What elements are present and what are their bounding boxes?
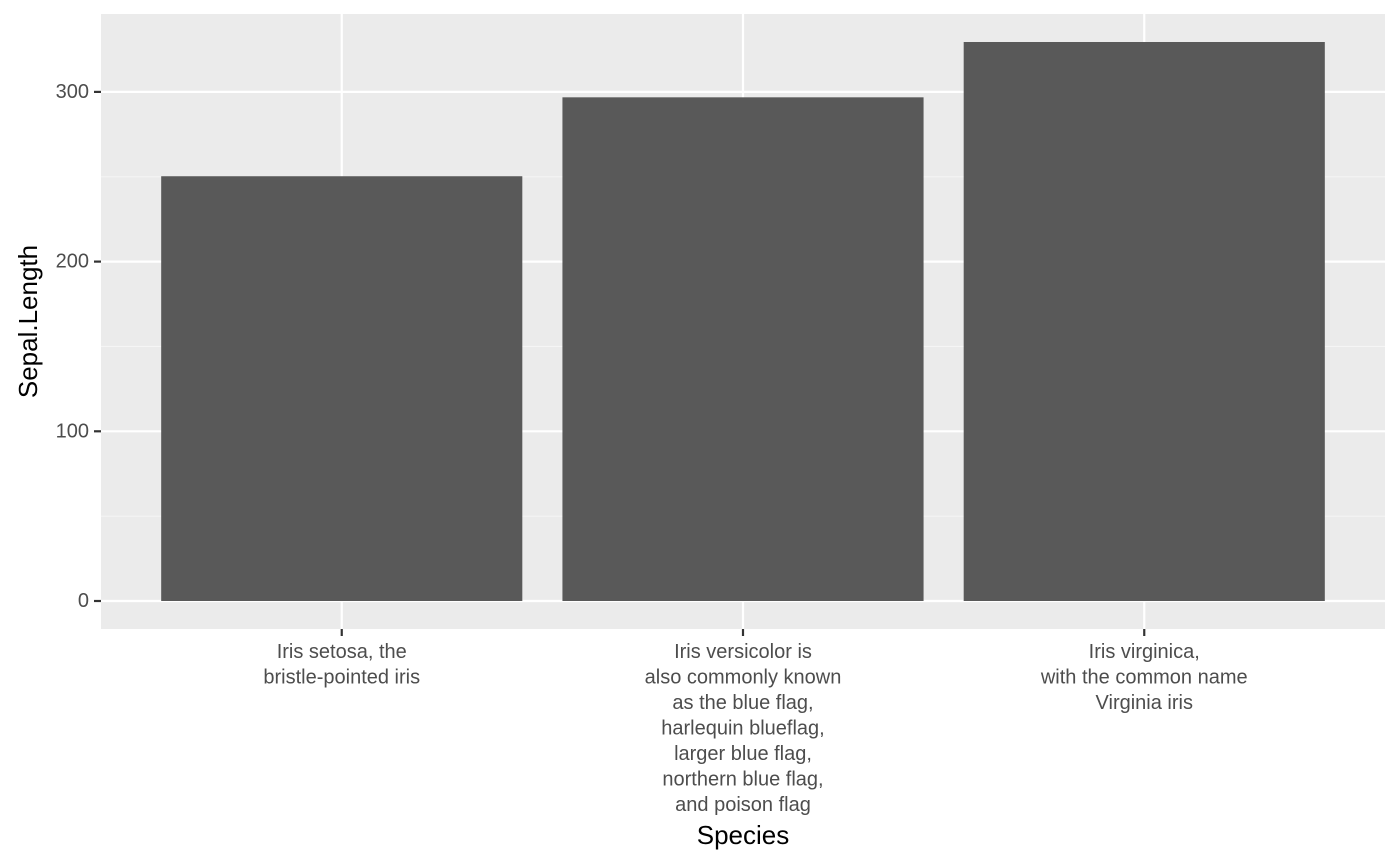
bar bbox=[161, 176, 523, 601]
bar bbox=[963, 42, 1325, 601]
x-tick-label-line: larger blue flag, bbox=[674, 743, 812, 765]
y-tick-label: 100 bbox=[56, 420, 89, 442]
y-tick-label: 300 bbox=[56, 81, 89, 103]
y-axis: 0 100 200 300 bbox=[56, 81, 101, 612]
x-tick-label: Iris setosa, the bristle-pointed iris bbox=[263, 641, 420, 689]
x-tick-label-line: and poison flag bbox=[675, 794, 811, 816]
x-tick-label: Iris versicolor is also commonly known as … bbox=[645, 641, 842, 816]
x-tick-label-line: harlequin blueflag, bbox=[661, 718, 824, 740]
x-tick-label-line: bristle-pointed iris bbox=[263, 667, 420, 689]
x-tick-label-line: northern blue flag, bbox=[662, 769, 823, 791]
bars bbox=[161, 42, 1325, 601]
x-tick-label-line: Iris setosa, the bbox=[277, 641, 407, 663]
y-tick-label: 0 bbox=[78, 590, 89, 612]
x-tick-label-line: Iris virginica, bbox=[1089, 641, 1200, 663]
x-tick-label-line: Virginia iris bbox=[1096, 692, 1193, 714]
x-tick-label-line: as the blue flag, bbox=[672, 692, 813, 714]
x-tick-label-line: also commonly known bbox=[645, 667, 842, 689]
x-axis-title: Species bbox=[697, 820, 790, 850]
x-tick-label-line: Iris versicolor is bbox=[674, 641, 812, 663]
bar bbox=[562, 97, 924, 601]
y-axis-title: Sepal.Length bbox=[13, 245, 43, 398]
y-tick-label: 200 bbox=[56, 251, 89, 273]
x-tick-label-line: with the common name bbox=[1040, 667, 1248, 689]
x-tick-label: Iris virginica, with the common name Virgi… bbox=[1040, 641, 1248, 714]
x-axis: Iris setosa, the bristle-pointed irisIris… bbox=[263, 629, 1248, 816]
